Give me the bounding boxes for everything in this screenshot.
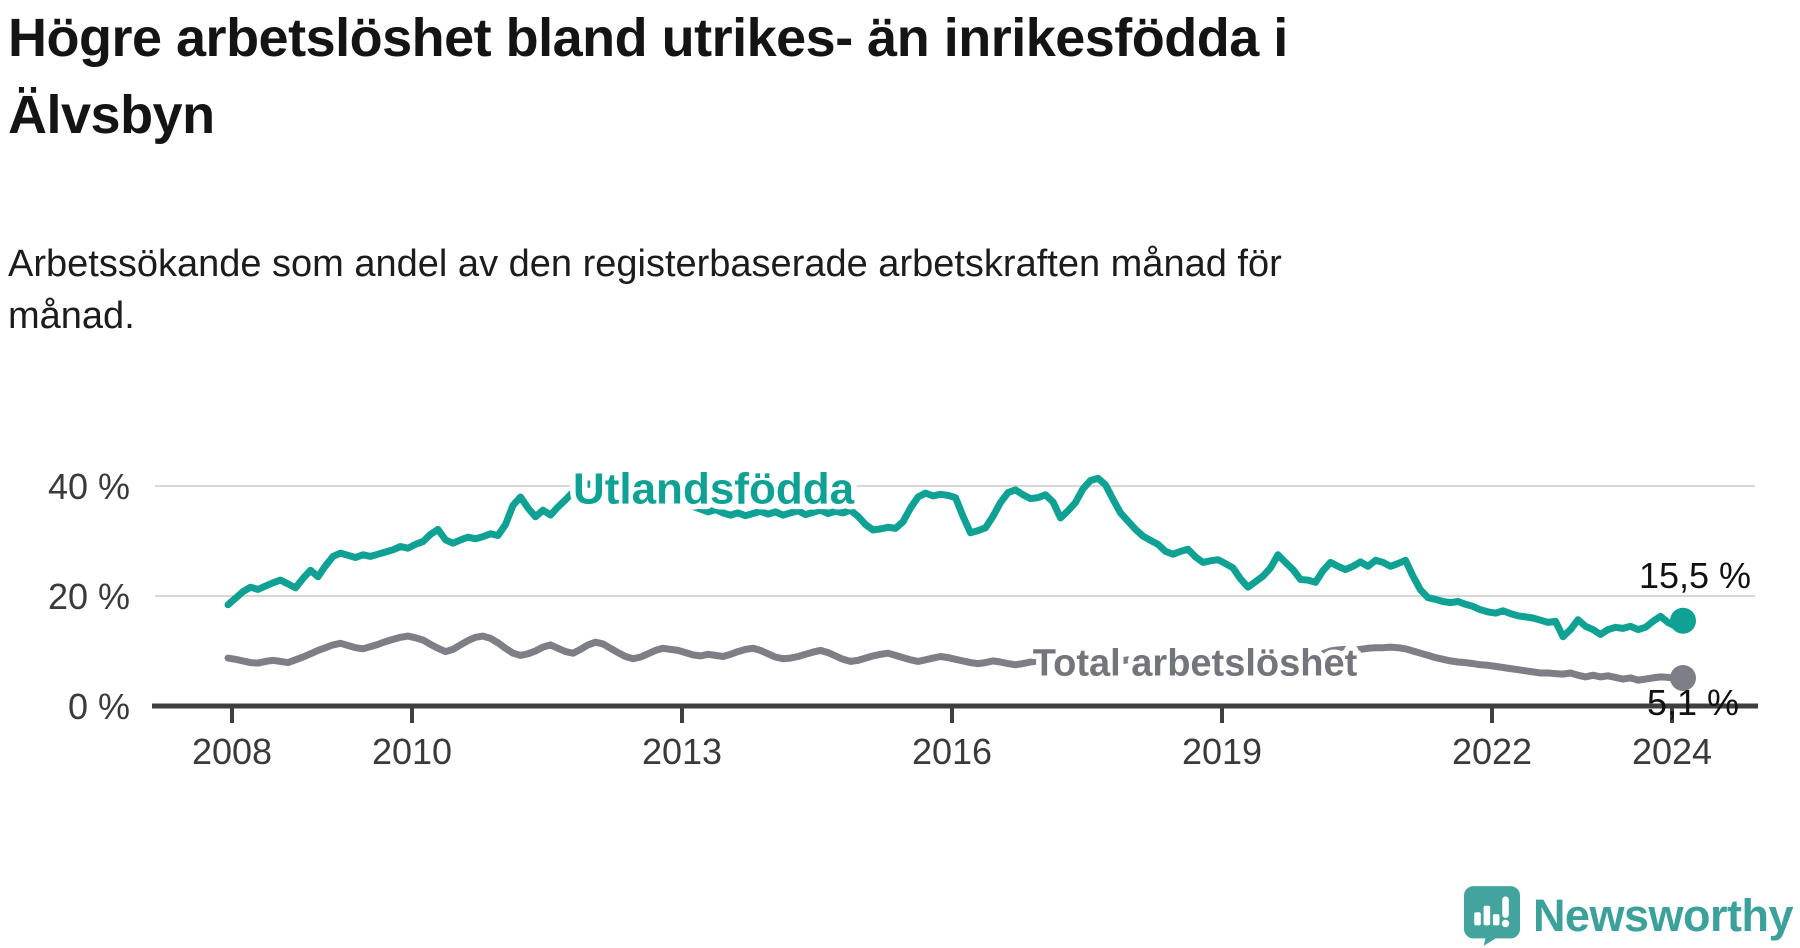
end-value-label-total: 5,1 %: [1647, 682, 1739, 723]
series-label-total: Total arbetslöshet: [1033, 642, 1358, 684]
title-line-2: Älvsbyn: [8, 84, 215, 145]
newsworthy-logo-text: Newsworthy: [1532, 890, 1794, 941]
x-tick-label-2010: 2010: [372, 731, 452, 772]
series-line-utlandsfodda: [224, 474, 1687, 641]
y-tick-label-0: 0 %: [68, 686, 130, 727]
subtitle-line-1: Arbetssökande som andel av den registerb…: [8, 243, 1282, 285]
newsworthy-logo: Newsworthy: [1463, 886, 1794, 946]
page-title: Högre arbetslöshet bland utrikes- än inr…: [8, 0, 1648, 153]
subtitle-line-2: månad.: [8, 295, 135, 338]
x-tick-label-2013: 2013: [642, 731, 722, 772]
series-line-total: [224, 632, 1687, 684]
end-value-label-utlandsfodda: 15,5 %: [1639, 555, 1751, 596]
end-dot-utlandsfodda: [1670, 607, 1696, 634]
x-tick-label-2019: 2019: [1182, 731, 1262, 772]
y-tick-label-40: 40 %: [48, 466, 130, 507]
series-label-utlandsfodda: Utlandsfödda: [573, 465, 855, 514]
y-tick-label-20: 20 %: [48, 576, 130, 617]
x-tick-label-2024: 2024: [1632, 731, 1712, 772]
title-line-1: Högre arbetslöshet bland utrikes- än inr…: [8, 8, 1288, 68]
newsworthy-logo-icon: [1463, 886, 1520, 946]
chart-subtitle: Arbetssökande som andel av den registerb…: [8, 238, 1528, 343]
x-tick-label-2016: 2016: [912, 731, 992, 772]
x-tick-label-2008: 2008: [192, 731, 272, 772]
end-dot-total: [1670, 664, 1696, 691]
line-chart: 0 % 20 % 40 % 2008 2010 2013 2016 2019 2022 2024 U…: [0, 375, 1800, 810]
line-chart-svg: 0 % 20 % 40 % 2008 2010 2013 2016 2019 2022 2024 U…: [48, 459, 1758, 772]
x-tick-label-2022: 2022: [1452, 731, 1532, 772]
